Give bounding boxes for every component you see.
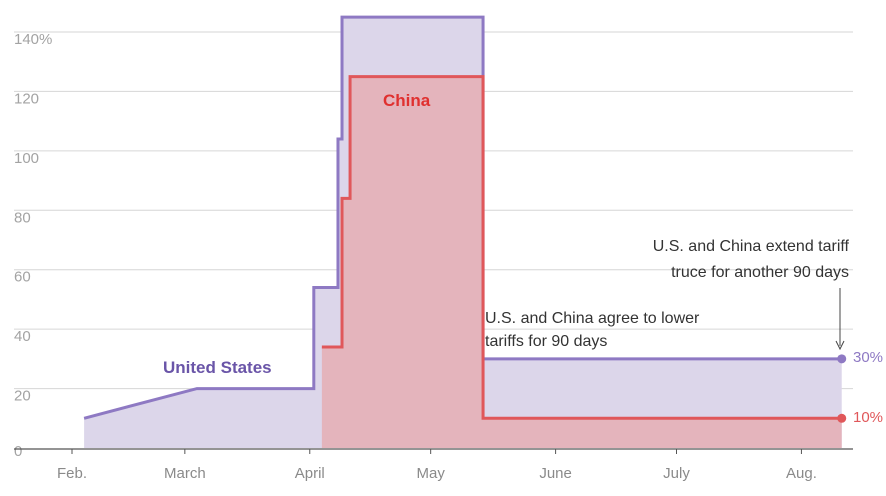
x-axis: Feb. March April May June July Aug. xyxy=(14,448,853,482)
series-areas xyxy=(84,17,842,449)
series-label-china: China xyxy=(383,91,431,110)
x-tick-label: Feb. xyxy=(57,465,87,482)
x-tick-label: Aug. xyxy=(786,465,817,482)
annotation-lower-tariffs-line-1: U.S. and China agree to lower xyxy=(485,310,700,327)
y-tick-label: 40 xyxy=(14,328,31,345)
series-end-dot xyxy=(837,413,847,423)
y-tick-label: 80 xyxy=(14,209,31,226)
x-tick-label: May xyxy=(416,465,445,482)
annotation-lower-tariffs-line-2: tariffs for 90 days xyxy=(485,333,607,350)
x-tick-label: July xyxy=(663,465,690,482)
series-lines xyxy=(83,15,847,423)
annotation-lower-tariffs: U.S. and China agree to lower tariffs fo… xyxy=(485,310,700,350)
us-end-label: 30% xyxy=(853,349,883,366)
china-end-label: 10% xyxy=(853,409,883,426)
y-tick-label: 120 xyxy=(14,90,39,107)
series-end-dot xyxy=(837,354,847,364)
series-label-united-states: United States xyxy=(163,358,272,377)
y-tick-label: 140% xyxy=(14,31,52,48)
annotation-truce-extension: U.S. and China extend tariff truce for a… xyxy=(653,238,850,351)
y-tick-label: 100 xyxy=(14,150,39,167)
y-tick-label: 20 xyxy=(14,388,31,405)
x-tick-label: June xyxy=(539,465,572,482)
x-tick-label: March xyxy=(164,465,206,482)
x-tick-label: April xyxy=(295,465,325,482)
y-axis-ticks: 140% 120 100 80 60 40 20 0 xyxy=(14,31,52,460)
annotation-arrow-head xyxy=(835,340,845,351)
annotation-truce-line-1: U.S. and China extend tariff xyxy=(653,238,850,255)
series-area-china xyxy=(321,76,842,449)
annotation-truce-line-2: truce for another 90 days xyxy=(671,264,849,281)
series-line-china xyxy=(321,75,842,420)
y-tick-label: 60 xyxy=(14,269,31,286)
y-tick-label: 0 xyxy=(14,443,22,460)
